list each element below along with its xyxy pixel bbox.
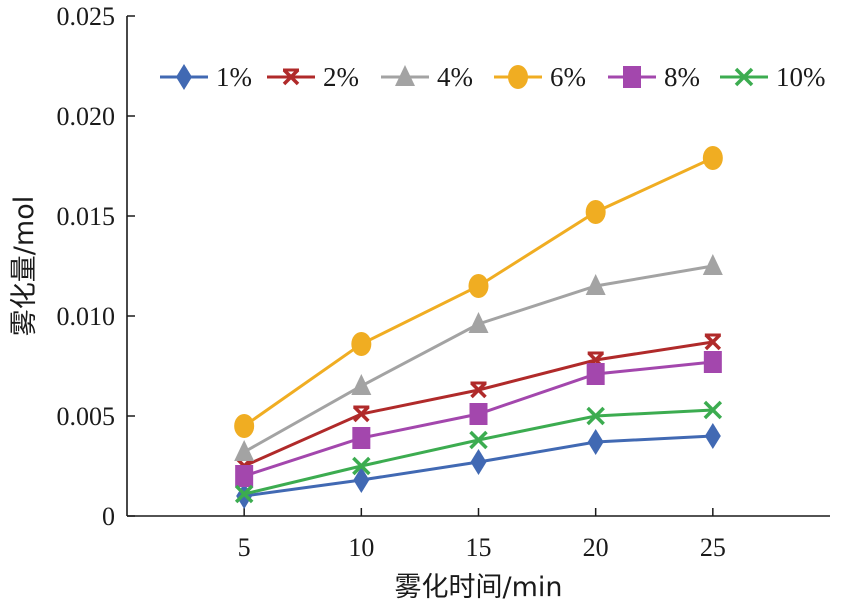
- data-point: [353, 405, 370, 423]
- series-4%: [234, 254, 723, 461]
- data-point: [704, 423, 721, 449]
- y-tick-label: 0: [102, 502, 115, 531]
- data-point: [352, 456, 371, 476]
- legend-label: 6%: [550, 62, 586, 92]
- data-point: [353, 467, 370, 493]
- data-point: [470, 381, 487, 399]
- data-point: [352, 427, 371, 449]
- data-point: [351, 374, 372, 395]
- data-point: [234, 414, 255, 438]
- legend-item: 4%: [381, 62, 473, 92]
- data-point: [235, 465, 254, 487]
- y-tick-label: 0.015: [57, 202, 116, 231]
- x-tick-label: 10: [348, 533, 374, 562]
- legend-marker: [176, 64, 192, 90]
- data-point: [234, 440, 255, 461]
- data-point: [586, 406, 605, 426]
- data-point: [704, 333, 722, 351]
- legend-item: 8%: [608, 62, 700, 92]
- data-point: [703, 400, 723, 420]
- y-axis-ticks: 0 0.005 0.010 0.015 0.020 0.025: [57, 2, 135, 531]
- legend-item: 2%: [267, 62, 359, 92]
- legend-marker: [623, 66, 641, 88]
- data-point: [586, 363, 605, 385]
- data-point: [470, 449, 487, 475]
- legend-marker: [734, 67, 754, 87]
- series-layer: [234, 146, 723, 509]
- y-tick-label: 0.020: [57, 102, 116, 131]
- legend-marker: [395, 65, 415, 86]
- data-point: [234, 484, 254, 504]
- y-tick-label: 0.005: [57, 402, 116, 431]
- x-tick-label: 25: [700, 533, 726, 562]
- legend-label: 1%: [216, 62, 252, 92]
- legend-marker: [508, 65, 528, 89]
- legend-label: 2%: [323, 62, 359, 92]
- data-point: [702, 254, 723, 275]
- y-tick-label: 0.025: [57, 2, 116, 31]
- x-tick-label: 20: [583, 533, 609, 562]
- data-point: [468, 274, 489, 298]
- legend: 1% 2% 4% 6% 8% 10%: [160, 62, 826, 92]
- data-point: [585, 200, 606, 224]
- data-point: [702, 146, 723, 170]
- data-point: [351, 332, 372, 356]
- y-tick-label: 0.010: [57, 302, 116, 331]
- legend-label: 8%: [664, 62, 700, 92]
- x-axis-ticks: 5 10 15 20 25: [238, 508, 726, 562]
- data-point: [468, 312, 489, 333]
- data-point: [585, 274, 606, 295]
- legend-item: 10%: [720, 62, 826, 92]
- series-10%: [234, 400, 723, 504]
- data-point: [469, 430, 488, 450]
- data-point: [703, 351, 722, 373]
- legend-label: 4%: [437, 62, 473, 92]
- legend-item: 1%: [160, 62, 252, 92]
- y-axis-title: 雾化量/mol: [9, 196, 40, 336]
- legend-label: 10%: [776, 62, 826, 92]
- data-point: [469, 403, 488, 425]
- series-6%: [234, 146, 723, 438]
- data-point: [587, 429, 604, 455]
- x-tick-label: 5: [238, 533, 251, 562]
- x-tick-label: 15: [466, 533, 492, 562]
- series-8%: [235, 351, 722, 487]
- legend-item: 6%: [494, 62, 586, 92]
- x-axis-title: 雾化时间/min: [394, 572, 562, 603]
- legend-marker: [282, 68, 300, 86]
